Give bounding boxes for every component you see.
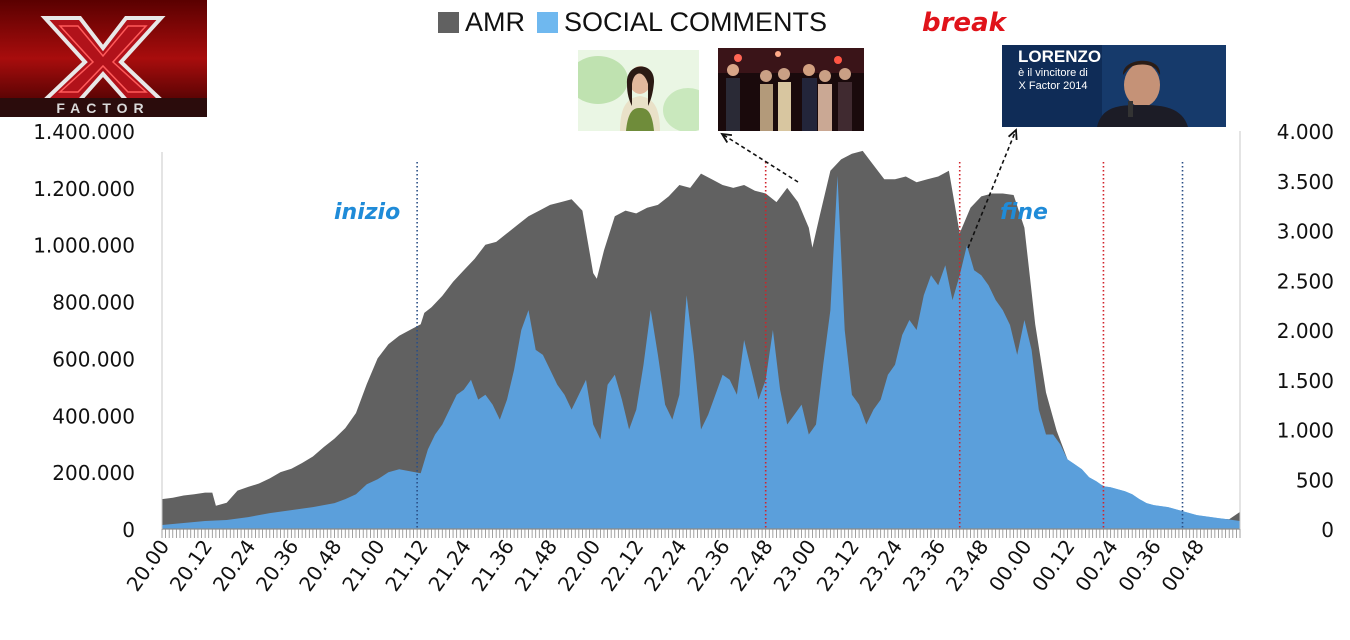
x-factor-logo: FACTOR [0,0,207,117]
x-tick-label: 22.36 [682,535,735,596]
x-tick-label: 21.12 [380,535,433,596]
y-right-tick-label: 2.500 [1277,269,1334,293]
arrow-to-winner-photo [967,129,1017,249]
y-left-tick-label: 800.000 [52,291,135,315]
plot-area: 0 200.000 400.000 600.000 800.000 1.000.000 1.… [33,120,1334,596]
x-tick-label: 22.24 [639,535,692,596]
legend: AMR SOCIAL COMMENTS [438,4,839,40]
x-tick-label: 23.12 [812,535,865,596]
y-right-tick-label: 3.000 [1277,220,1334,244]
y-right-tick-label: 2.000 [1277,319,1334,343]
y-right-tick-label: 0 [1321,518,1334,542]
x-tick-label: 00.48 [1156,535,1209,596]
winner-title: LORENZO [1018,47,1102,66]
x-tick-label: 21.24 [423,535,476,596]
x-tick-label: 21.36 [467,535,520,596]
arrow-to-stage-photo [721,133,799,183]
x-tick-label: 22.00 [553,535,606,596]
x-tick-label: 22.12 [596,535,649,596]
legend-item-social: SOCIAL COMMENTS [537,7,827,38]
legend-swatch-social [537,11,558,33]
social-series-area [162,175,1240,530]
y-right-tick-label: 500 [1296,468,1334,492]
y-left-tick-label: 0 [122,518,135,542]
x-tick-label: 20.24 [208,535,261,596]
x-tick-label: 23.48 [941,535,994,596]
y-right-tick-label: 1.000 [1277,419,1334,443]
winner-subtitle: è il vincitore di X Factor 2014 [1018,67,1088,92]
legend-label-social: SOCIAL COMMENTS [564,6,828,37]
x-tick-label: 23.00 [768,535,821,596]
y-left-tick-label: 200.000 [52,461,135,485]
start-annotation: inizio [334,200,401,225]
logo-text: FACTOR [56,100,149,116]
legend-swatch-amr [438,11,459,33]
x-tick-label: 00.00 [984,535,1037,596]
x-tick-label: 00.24 [1070,535,1123,596]
y-left-tick-label: 1.200.000 [33,177,135,201]
x-tick-label: 21.48 [510,535,563,596]
y-right-tick-label: 3.500 [1277,170,1334,194]
x-tick-label: 23.36 [898,535,951,596]
y-left-tick-label: 1.400.000 [33,120,135,144]
x-tick-label: 21.00 [337,535,390,596]
stage-group-photo [718,48,864,131]
x-tick-label: 20.48 [294,535,347,596]
x-tick-label: 00.36 [1113,535,1166,596]
y-left-tick-label: 400.000 [52,404,135,428]
arrow-to-stage-photo-head [720,132,733,143]
winner-photo [1002,45,1226,127]
y-left-tick-label: 1.000.000 [33,234,135,258]
arrow-to-winner-photo-head [1007,128,1018,141]
x-tick-label: 20.00 [122,535,175,596]
y-right-tick-label: 4.000 [1277,120,1334,144]
x-tick-label: 23.24 [855,535,908,596]
break-label: break [922,8,1006,38]
legend-item-amr: AMR [438,7,525,38]
x-tick-label: 20.12 [165,535,218,596]
legend-label-amr: AMR [465,6,525,37]
y-left-tick-label: 600.000 [52,347,135,371]
end-annotation: fine [1000,200,1048,225]
singer-photo [578,50,699,131]
x-tick-label: 22.48 [725,535,778,596]
x-tick-label: 20.36 [251,535,304,596]
x-tick-label: 00.12 [1027,535,1080,596]
y-right-tick-label: 1.500 [1277,369,1334,393]
